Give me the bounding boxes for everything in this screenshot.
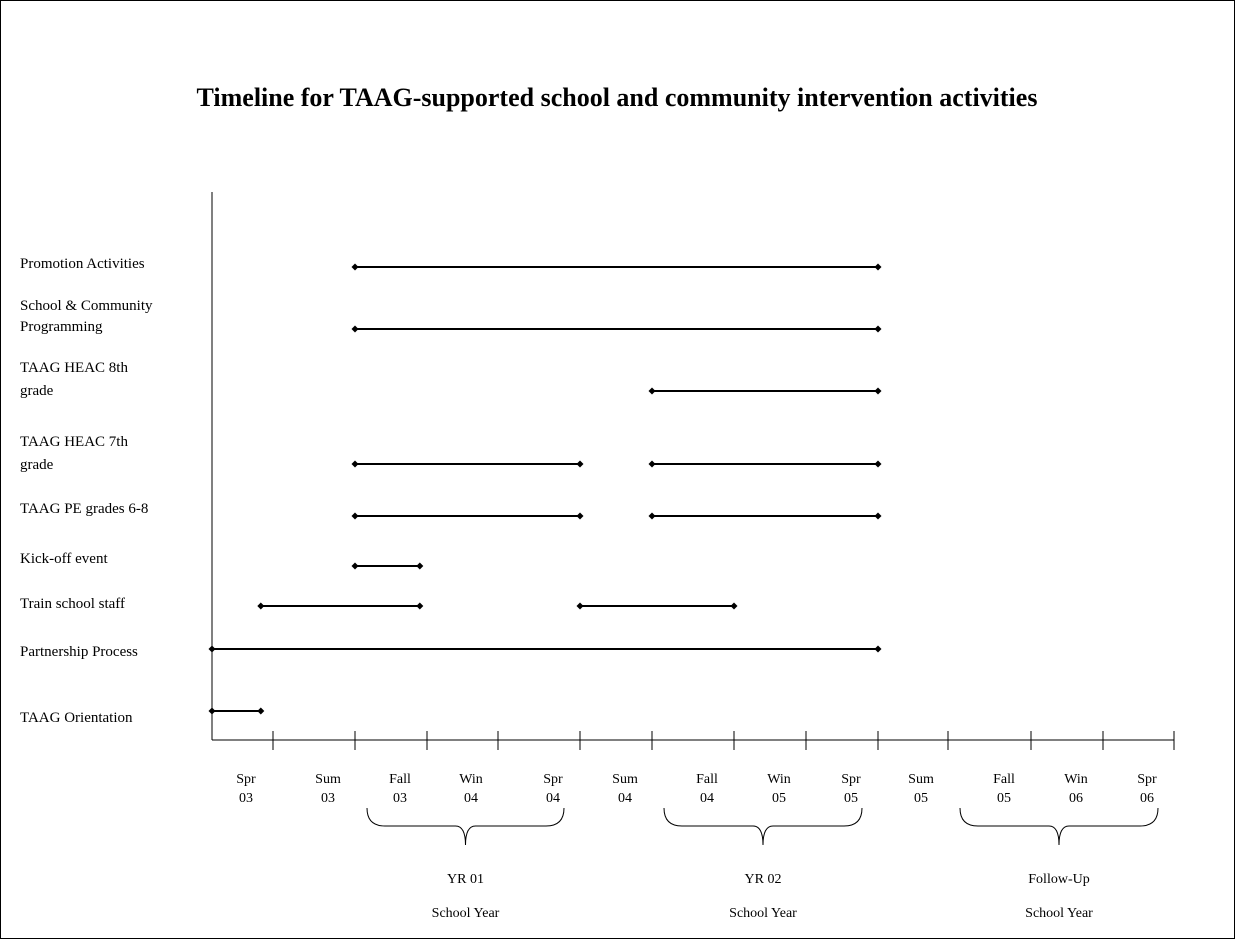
bar-start-marker [648, 387, 656, 395]
activity-label: Programming [20, 319, 103, 335]
activity-label: TAAG HEAC 7th [20, 434, 128, 450]
x-tick-label-year: 04 [618, 791, 632, 806]
bar-start-marker [648, 460, 656, 468]
bar-end-marker [576, 460, 584, 468]
bar-start-marker [351, 562, 359, 570]
x-tick-label-year: 05 [772, 791, 786, 806]
x-tick-label-year: 05 [997, 791, 1011, 806]
years-layer: YR 01 School Year YR 02 School Year Follow-U… [366, 807, 1159, 921]
bar-start-marker [208, 707, 216, 715]
school-year-label: Follow-Up [1028, 872, 1089, 887]
x-tick-label-year: 04 [546, 791, 560, 806]
x-tick-label-year: 06 [1069, 791, 1083, 806]
x-tick-label-year: 03 [321, 791, 335, 806]
x-tick-label-season: Spr [543, 772, 563, 787]
activity-label: TAAG Orientation [20, 710, 133, 726]
activity-label: Kick-off event [20, 551, 108, 567]
x-tick-label-season: Sum [315, 772, 341, 787]
activity-label: Partnership Process [20, 644, 138, 660]
bar-end-marker [874, 512, 882, 520]
x-tick-label-season: Win [1064, 772, 1088, 787]
x-tick-label-year: 03 [393, 791, 407, 806]
x-tick-label-season: Fall [389, 772, 411, 787]
bar-end-marker [874, 325, 882, 333]
bar-start-marker [648, 512, 656, 520]
activity-label: School & Community [20, 298, 153, 314]
activity-label: grade [20, 457, 54, 473]
school-year-sublabel: School Year [432, 906, 500, 921]
x-tick-label-year: 05 [844, 791, 858, 806]
bar-end-marker [257, 707, 265, 715]
bar-end-marker [416, 562, 424, 570]
bar-end-marker [874, 645, 882, 653]
x-tick-label-year: 03 [239, 791, 253, 806]
school-year-sublabel: School Year [729, 906, 797, 921]
labels-layer: Promotion Activities School & Community Pr… [20, 256, 153, 726]
bar-start-marker [351, 325, 359, 333]
bar-end-marker [874, 460, 882, 468]
activity-label: Train school staff [20, 596, 125, 612]
school-year-brace [366, 807, 565, 846]
x-tick-label-season: Spr [1137, 772, 1157, 787]
school-year-label: YR 01 [447, 872, 484, 887]
x-tick-label-year: 04 [700, 791, 714, 806]
x-tick-label-season: Fall [696, 772, 718, 787]
x-tick-label-season: Win [459, 772, 483, 787]
bar-start-marker [351, 263, 359, 271]
bar-end-marker [874, 387, 882, 395]
chart-title: Timeline for TAAG-supported school and c… [197, 83, 1038, 112]
school-year-sublabel: School Year [1025, 906, 1093, 921]
bar-end-marker [416, 602, 424, 610]
x-tick-label-year: 06 [1140, 791, 1154, 806]
x-tick-label-season: Spr [841, 772, 861, 787]
bars-layer [208, 263, 882, 715]
activity-label: TAAG PE grades 6-8 [20, 501, 148, 517]
school-year-label: YR 02 [745, 872, 782, 887]
bar-start-marker [576, 602, 584, 610]
x-tick-label-season: Sum [612, 772, 638, 787]
activity-label: TAAG HEAC 8th [20, 360, 128, 376]
school-year-brace [959, 807, 1159, 846]
x-tick-label-season: Win [767, 772, 791, 787]
bar-start-marker [257, 602, 265, 610]
x-tick-label-year: 04 [464, 791, 478, 806]
school-year-brace [663, 807, 863, 846]
x-tick-label-year: 05 [914, 791, 928, 806]
bar-start-marker [208, 645, 216, 653]
bar-end-marker [874, 263, 882, 271]
bar-end-marker [576, 512, 584, 520]
bar-start-marker [351, 460, 359, 468]
axes-layer: Spr 03 Sum 03 Fall 03 Win 04 Spr 04 Sum 04 Fall 04 Win… [211, 192, 1175, 806]
activity-label: grade [20, 383, 54, 399]
x-tick-label-season: Sum [908, 772, 934, 787]
bar-start-marker [351, 512, 359, 520]
x-tick-label-season: Fall [993, 772, 1015, 787]
bar-end-marker [730, 602, 738, 610]
activity-label: Promotion Activities [20, 256, 145, 272]
x-tick-label-season: Spr [236, 772, 256, 787]
